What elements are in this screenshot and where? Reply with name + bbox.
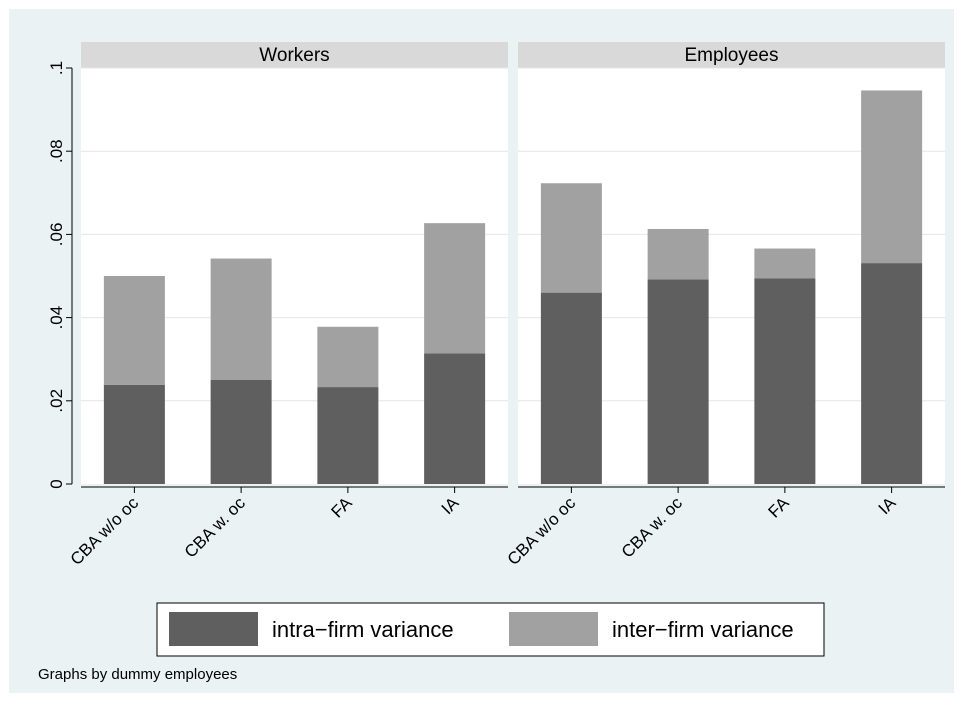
chart-note: Graphs by dummy employees <box>38 666 237 683</box>
bar-intra-firm <box>540 292 602 484</box>
bar-intra-firm <box>754 278 816 484</box>
y-tick-label: .04 <box>47 306 66 330</box>
panel-strip <box>81 42 508 68</box>
bar-inter-firm <box>317 326 379 388</box>
y-tick-label: .06 <box>47 223 66 247</box>
bar-intra-firm <box>861 263 923 484</box>
bar-inter-firm <box>861 90 923 264</box>
legend-swatch-inter <box>509 612 598 646</box>
bar-inter-firm <box>754 248 816 279</box>
bar-inter-firm <box>540 183 602 293</box>
bar-inter-firm <box>210 258 272 380</box>
panel-title: Workers <box>259 45 329 66</box>
legend-swatch-intra <box>169 612 258 646</box>
bar-intra-firm <box>647 279 709 484</box>
bar-intra-firm <box>210 380 272 484</box>
bar-inter-firm <box>647 228 709 280</box>
bar-intra-firm <box>424 353 486 484</box>
y-tick-label: .08 <box>47 139 66 163</box>
legend-label-intra: intra−firm variance <box>272 617 454 642</box>
bar-inter-firm <box>103 276 165 385</box>
legend-label-inter: inter−firm variance <box>612 617 794 642</box>
bar-intra-firm <box>317 387 379 484</box>
panel-title: Employees <box>685 45 779 66</box>
panel-strip <box>518 42 945 68</box>
y-tick-label: 0 <box>47 479 66 488</box>
bar-intra-firm <box>103 384 165 484</box>
bar-inter-firm <box>424 223 486 354</box>
y-tick-label: .1 <box>47 61 66 75</box>
legend-box <box>156 602 825 657</box>
y-tick-label: .02 <box>47 389 66 413</box>
